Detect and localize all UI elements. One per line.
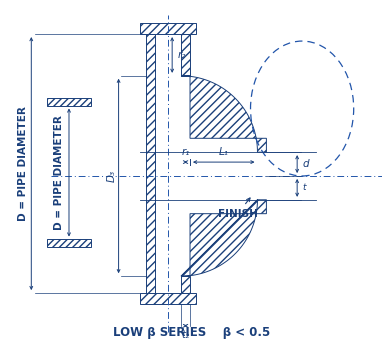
Text: FINISH: FINISH bbox=[218, 198, 258, 219]
Polygon shape bbox=[181, 276, 190, 293]
Polygon shape bbox=[141, 23, 196, 34]
Text: D₃: D₃ bbox=[107, 170, 117, 182]
Text: d: d bbox=[302, 159, 309, 169]
Polygon shape bbox=[181, 76, 266, 152]
Text: t₂: t₂ bbox=[181, 330, 190, 340]
Polygon shape bbox=[146, 34, 155, 293]
Text: D = PIPE DIAMETER: D = PIPE DIAMETER bbox=[18, 106, 28, 221]
Polygon shape bbox=[141, 293, 196, 304]
Text: t: t bbox=[302, 183, 306, 192]
Text: L₁: L₁ bbox=[219, 147, 229, 157]
Text: LOW β SERIES    β < 0.5: LOW β SERIES β < 0.5 bbox=[113, 326, 271, 339]
Text: r₁: r₁ bbox=[181, 147, 190, 157]
Polygon shape bbox=[181, 34, 190, 76]
Polygon shape bbox=[47, 98, 91, 105]
Text: r₂: r₂ bbox=[178, 50, 187, 60]
Text: D = PIPE DIAMETER: D = PIPE DIAMETER bbox=[54, 115, 64, 230]
Polygon shape bbox=[47, 239, 91, 247]
Polygon shape bbox=[181, 200, 266, 276]
